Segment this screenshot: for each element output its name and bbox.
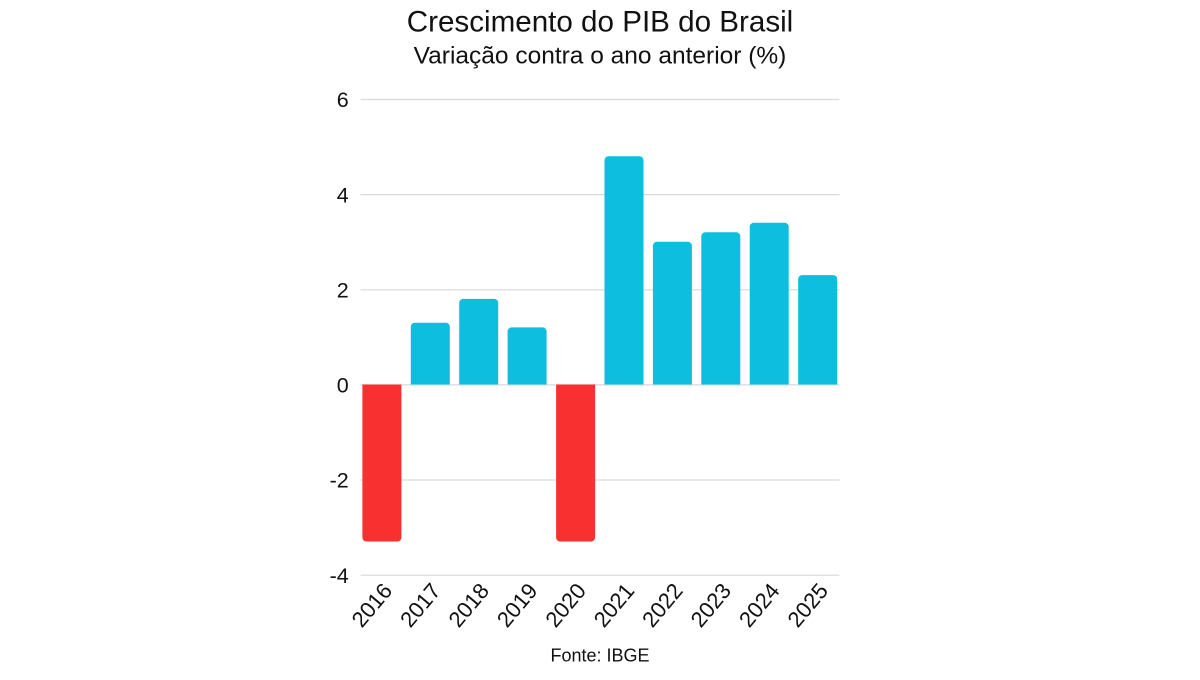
svg-text:6: 6 — [337, 88, 349, 112]
svg-text:Fonte: IBGE: Fonte: IBGE — [550, 646, 649, 666]
svg-text:-2: -2 — [330, 469, 349, 493]
svg-text:4: 4 — [337, 183, 349, 207]
svg-text:0: 0 — [337, 374, 349, 398]
svg-text:2: 2 — [337, 279, 349, 303]
svg-text:Variação contra o ano anterior: Variação contra o ano anterior (%) — [414, 43, 787, 70]
svg-text:Crescimento do PIB do Brasil: Crescimento do PIB do Brasil — [407, 6, 794, 39]
svg-text:-4: -4 — [330, 564, 349, 588]
